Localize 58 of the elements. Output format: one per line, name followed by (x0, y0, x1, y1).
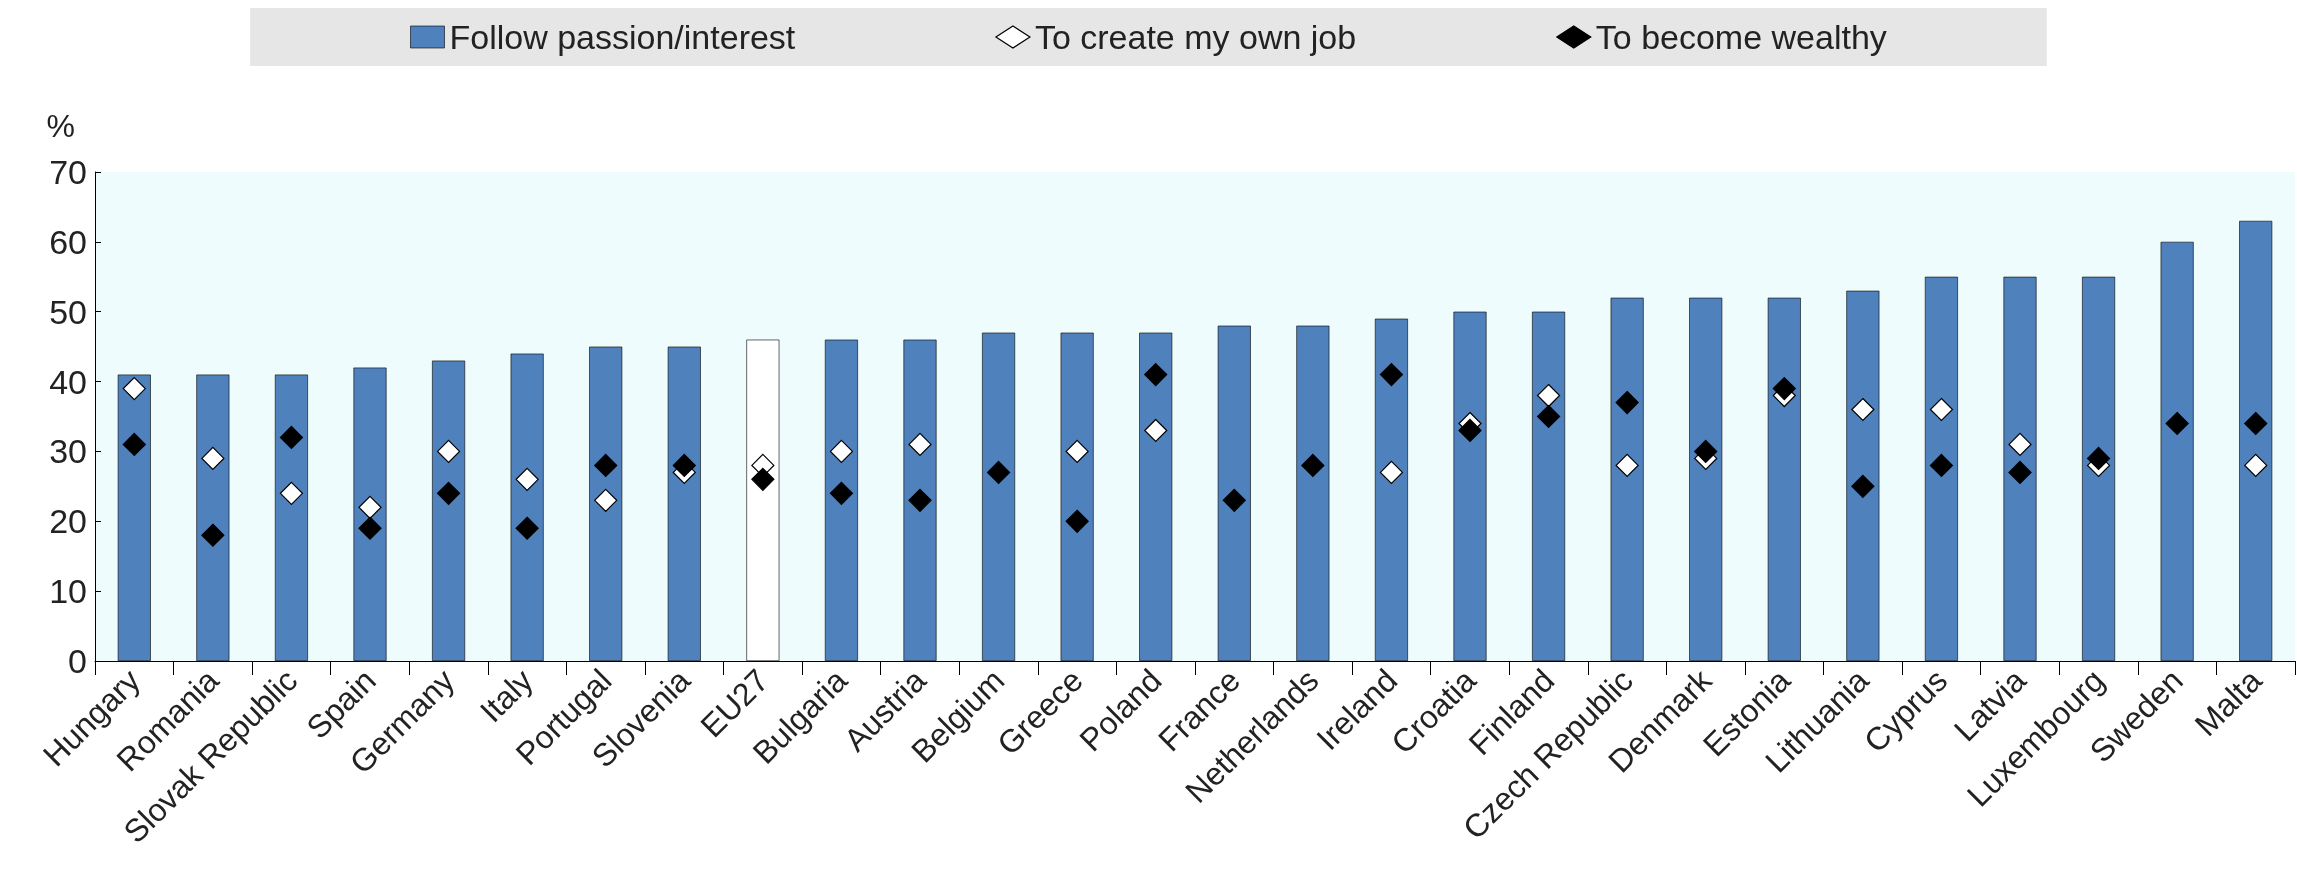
point (1851, 397, 1875, 422)
point (908, 488, 932, 512)
point (672, 453, 696, 477)
point (751, 467, 775, 491)
point (1929, 397, 1954, 422)
y-tick-label: 0 (68, 642, 87, 680)
point (358, 516, 382, 540)
y-tick-label: 40 (49, 362, 87, 401)
point (986, 460, 1011, 484)
y-tick-label: 30 (49, 432, 87, 471)
point (594, 488, 618, 512)
point (1379, 460, 1404, 484)
point (122, 376, 146, 401)
point (2165, 411, 2189, 436)
point (1065, 509, 1089, 533)
point (1615, 390, 1639, 415)
point (1536, 404, 1561, 429)
point (2244, 411, 2268, 436)
y-tick-label: 20 (49, 502, 87, 541)
point (2008, 432, 2032, 457)
y-tick-label: 60 (49, 222, 87, 261)
point (1301, 453, 1325, 477)
y-axis-title: % (46, 108, 75, 144)
point (829, 439, 854, 464)
point (1065, 439, 1089, 464)
point (594, 453, 618, 477)
point (515, 516, 539, 540)
point (1144, 418, 1168, 443)
point (1458, 418, 1482, 443)
point (515, 467, 539, 491)
point (908, 432, 932, 457)
point (201, 523, 225, 547)
point (279, 481, 304, 505)
point (122, 432, 146, 457)
point (1615, 453, 1639, 477)
point (1379, 362, 1404, 387)
legend-label: Follow passion/interest (449, 18, 796, 56)
y-tick-label: 70 (49, 153, 87, 191)
legend-label: To become wealthy (1595, 18, 1887, 56)
point (2008, 460, 2032, 484)
point (829, 481, 854, 505)
point (2086, 446, 2111, 471)
y-tick-label: 50 (49, 292, 87, 331)
point (358, 495, 382, 519)
point (1851, 474, 1875, 498)
point (2244, 453, 2268, 477)
point (279, 425, 304, 450)
point (1222, 488, 1246, 512)
point (436, 481, 461, 505)
legend-label: To create my own job (1034, 18, 1357, 56)
point (1772, 376, 1796, 401)
y-tick-label: 10 (49, 572, 87, 611)
point (436, 439, 461, 464)
point (1694, 439, 1718, 464)
point (1536, 383, 1561, 408)
point (1929, 453, 1954, 477)
point (1144, 362, 1168, 387)
point (201, 446, 225, 471)
